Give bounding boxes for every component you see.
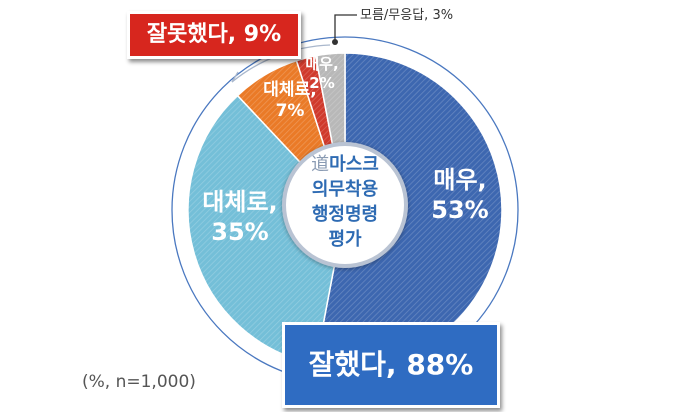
bad-leader-tick	[231, 71, 239, 83]
bad-total-box: 잘못했다, 9%	[127, 11, 301, 59]
slice-label-somewhat-good: 대체로, 35%	[202, 188, 277, 246]
unknown-leader-dot	[332, 39, 338, 45]
center-title-line: 행정명령	[312, 204, 378, 225]
unknown-label: 모름/무응답, 3%	[360, 8, 454, 23]
slice-label-very-bad: 매우, 2%	[305, 55, 338, 92]
center-title-line: 평가	[328, 229, 362, 250]
center-circle	[282, 142, 408, 268]
unknown-leader-line	[334, 14, 357, 42]
center-title-line: 道마스크	[311, 154, 379, 175]
center-title-line: 의무착용	[312, 179, 378, 200]
pie-slice-texture	[315, 53, 502, 367]
good-total-box: 잘했다, 88%	[282, 322, 500, 408]
slice-label-somewhat-bad: 대체로, 7%	[263, 80, 316, 121]
sample-note: (%, n=1,000)	[82, 372, 196, 392]
pie-slice-texture	[188, 95, 345, 365]
slice-label-very-good: 매우, 53%	[431, 166, 488, 224]
